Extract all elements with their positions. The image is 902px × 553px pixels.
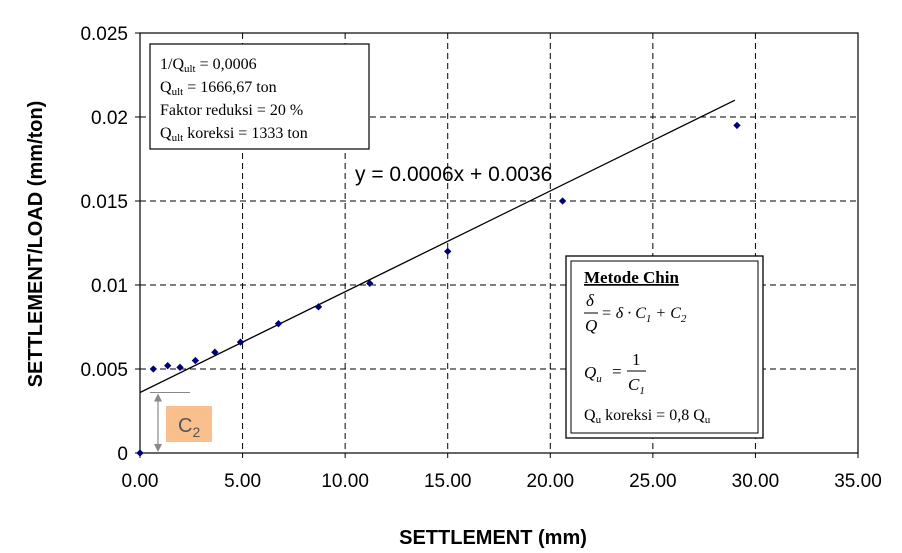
x-tick-label: 25.00 <box>629 471 677 492</box>
data-point <box>236 338 245 346</box>
data-point <box>314 303 323 311</box>
data-point <box>211 348 219 356</box>
data-point <box>558 197 567 205</box>
data-point <box>164 361 172 370</box>
formula2-equals: = <box>612 362 622 381</box>
trendline-equation: y = 0.0006x + 0.0036 <box>355 163 552 186</box>
annotation-top-left-box <box>149 43 370 150</box>
plot-frame <box>139 32 859 454</box>
formula2-numerator: 1 <box>632 350 641 369</box>
y-tick-label: 0.025 <box>80 24 128 45</box>
annotation-line-4: Qult koreksi = 1333 ton <box>160 125 308 144</box>
y-tick-label: 0 <box>117 444 128 465</box>
x-axis-title: SETTLEMENT (mm) <box>399 527 587 549</box>
formula2-denominator: C1 <box>628 375 645 397</box>
data-point <box>191 356 200 365</box>
annotation-line-2: Qult = 1666,67 ton <box>160 79 277 98</box>
x-tick-label: 10.00 <box>321 471 369 492</box>
data-point <box>366 279 374 287</box>
data-point <box>149 365 158 373</box>
chin-line-3: Qu koreksi = 0,8 Qu <box>584 407 711 426</box>
y-tick-label: 0.015 <box>80 192 128 213</box>
data-point <box>136 449 144 457</box>
annotation-chin: Metode Chin δ Q = δ · C1 + C2 Qu = 1 C1 … <box>565 255 764 439</box>
x-tick-label: 35.00 <box>834 471 882 492</box>
y-axis-title: SETTLEMENT/LOAD (mm/ton) <box>25 101 47 388</box>
data-point <box>176 363 184 371</box>
data-points <box>136 121 741 457</box>
annotation-top-left: 1/Qult = 0,0006 Qult = 1666,67 ton Fakto… <box>149 43 370 150</box>
c2-indicator: C2 <box>150 392 212 452</box>
x-tick-label: 15.00 <box>424 471 472 492</box>
formula1-denominator: Q <box>585 316 597 335</box>
formula2-lhs: Qu <box>584 363 602 385</box>
x-tick-label: 30.00 <box>732 471 780 492</box>
y-axis-ticks: 0 0.005 0.01 0.015 0.02 0.025 <box>80 24 140 465</box>
chin-title: Metode Chin <box>584 268 679 287</box>
chin-box-inner <box>570 260 759 434</box>
c2-arrow-up-icon <box>154 393 162 402</box>
y-tick-label: 0.005 <box>80 360 128 381</box>
formula1-numerator: δ <box>586 291 595 310</box>
data-point <box>274 319 283 328</box>
c2-label: C2 <box>178 415 200 440</box>
x-axis-ticks: 0.00 5.00 10.00 15.00 20.00 25.00 30.00 35.00 <box>122 453 882 492</box>
c2-arrow-down-icon <box>154 444 162 452</box>
c2-label-box <box>166 406 212 442</box>
y-tick-label: 0.02 <box>91 108 128 129</box>
x-tick-label: 5.00 <box>224 471 261 492</box>
annotation-line-1: 1/Qult = 0,0006 <box>160 56 257 75</box>
x-tick-label: 20.00 <box>527 471 575 492</box>
x-tick-label: 0.00 <box>122 471 159 492</box>
annotation-line-3: Faktor reduksi = 20 % <box>160 102 303 119</box>
formula1-rhs: = δ · C1 + C2 <box>601 305 687 325</box>
y-tick-label: 0.01 <box>91 276 128 297</box>
chin-box-outer <box>565 255 764 439</box>
